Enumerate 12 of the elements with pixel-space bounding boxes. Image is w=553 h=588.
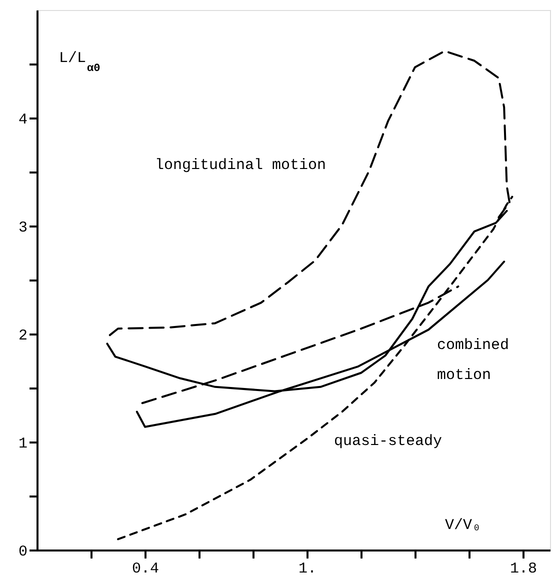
x-tick-label: 1.: [298, 560, 317, 578]
y-tick-label: 1: [18, 436, 28, 452]
y-tick-label: 2: [18, 328, 28, 344]
x-tick-label: 1.8: [510, 560, 538, 578]
y-tick-label: 0: [18, 544, 28, 560]
annotation: combined motion: [437, 337, 510, 384]
x-tick-label: 0.4: [132, 560, 160, 578]
y-tick-label: 4: [18, 112, 28, 128]
annotation: longitudinal motion: [155, 157, 326, 174]
annotation: quasi-steady: [334, 433, 442, 450]
x-axis-title: V/V₀: [445, 517, 482, 534]
y-tick-label: 3: [18, 220, 28, 236]
